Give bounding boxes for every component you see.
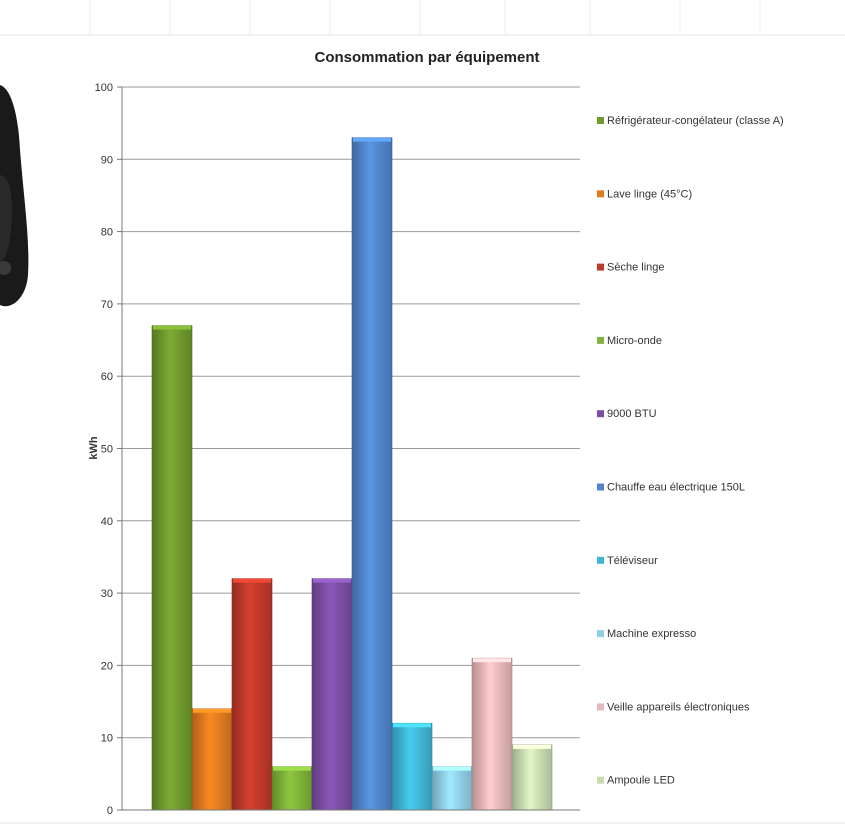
legend-label: Téléviseur <box>607 555 658 567</box>
legend-label: Micro-onde <box>607 335 662 347</box>
y-tick-label: 10 <box>101 733 113 745</box>
cropped-object-image <box>0 85 29 307</box>
bar-top-highlight <box>273 766 311 771</box>
legend-label: Lave linge (45°C) <box>607 188 692 200</box>
legend-label: Veille appareils électroniques <box>607 701 750 713</box>
bar-top-highlight <box>233 578 271 583</box>
legend-swatch <box>597 263 604 271</box>
legend-label: Machine expresso <box>607 628 696 640</box>
bar-top-highlight <box>393 723 431 728</box>
y-tick-label: 90 <box>101 154 113 166</box>
legend-swatch <box>597 556 604 564</box>
y-tick-label: 70 <box>101 299 113 311</box>
legend-swatch <box>597 703 604 711</box>
bar <box>271 766 313 811</box>
y-tick-label: 60 <box>101 371 113 383</box>
legend: Réfrigérateur-congélateur (classe A) Lave… <box>597 115 784 787</box>
bar-top-highlight <box>433 766 471 771</box>
y-axis-ticks: 0 10 20 30 40 50 60 70 80 90 100 <box>95 82 122 817</box>
legend-swatch <box>597 776 604 784</box>
legend-swatch <box>597 630 604 638</box>
legend-swatch <box>597 336 604 344</box>
bar <box>151 325 193 811</box>
y-tick-label: 0 <box>107 805 113 817</box>
y-tick-label: 30 <box>101 588 113 600</box>
bar-top-highlight <box>313 578 351 583</box>
bar <box>351 137 393 811</box>
y-axis-label: kWh <box>88 436 100 460</box>
legend-swatch <box>597 190 604 198</box>
legend-label: Ampoule LED <box>607 775 675 787</box>
bar <box>431 766 473 811</box>
bars <box>151 137 553 811</box>
bar-top-highlight <box>353 137 391 142</box>
bar-top-highlight <box>513 744 551 749</box>
legend-swatch <box>597 483 604 491</box>
bar-top-highlight <box>473 658 511 663</box>
axes <box>121 87 580 811</box>
bar-top-highlight <box>153 325 191 330</box>
legend-swatch <box>597 410 604 418</box>
y-tick-label: 20 <box>101 660 113 672</box>
bar <box>311 578 353 811</box>
chart-title: Consommation par équipement <box>314 49 539 66</box>
legend-label: Sèche linge <box>607 262 665 274</box>
bar <box>391 722 433 811</box>
bar <box>231 578 273 811</box>
legend-label: Réfrigérateur-congélateur (classe A) <box>607 115 784 127</box>
bar <box>471 657 513 811</box>
legend-swatch <box>597 117 604 124</box>
y-tick-label: 80 <box>101 227 113 239</box>
y-tick-label: 50 <box>101 444 113 456</box>
legend-label: Chauffe eau électrique 150L <box>607 482 745 494</box>
bar <box>191 708 233 811</box>
y-tick-label: 40 <box>101 516 113 528</box>
legend-label: 9000 BTU <box>607 408 657 420</box>
bar-top-highlight <box>193 708 231 713</box>
y-tick-label: 100 <box>95 82 113 94</box>
bar <box>511 744 553 811</box>
